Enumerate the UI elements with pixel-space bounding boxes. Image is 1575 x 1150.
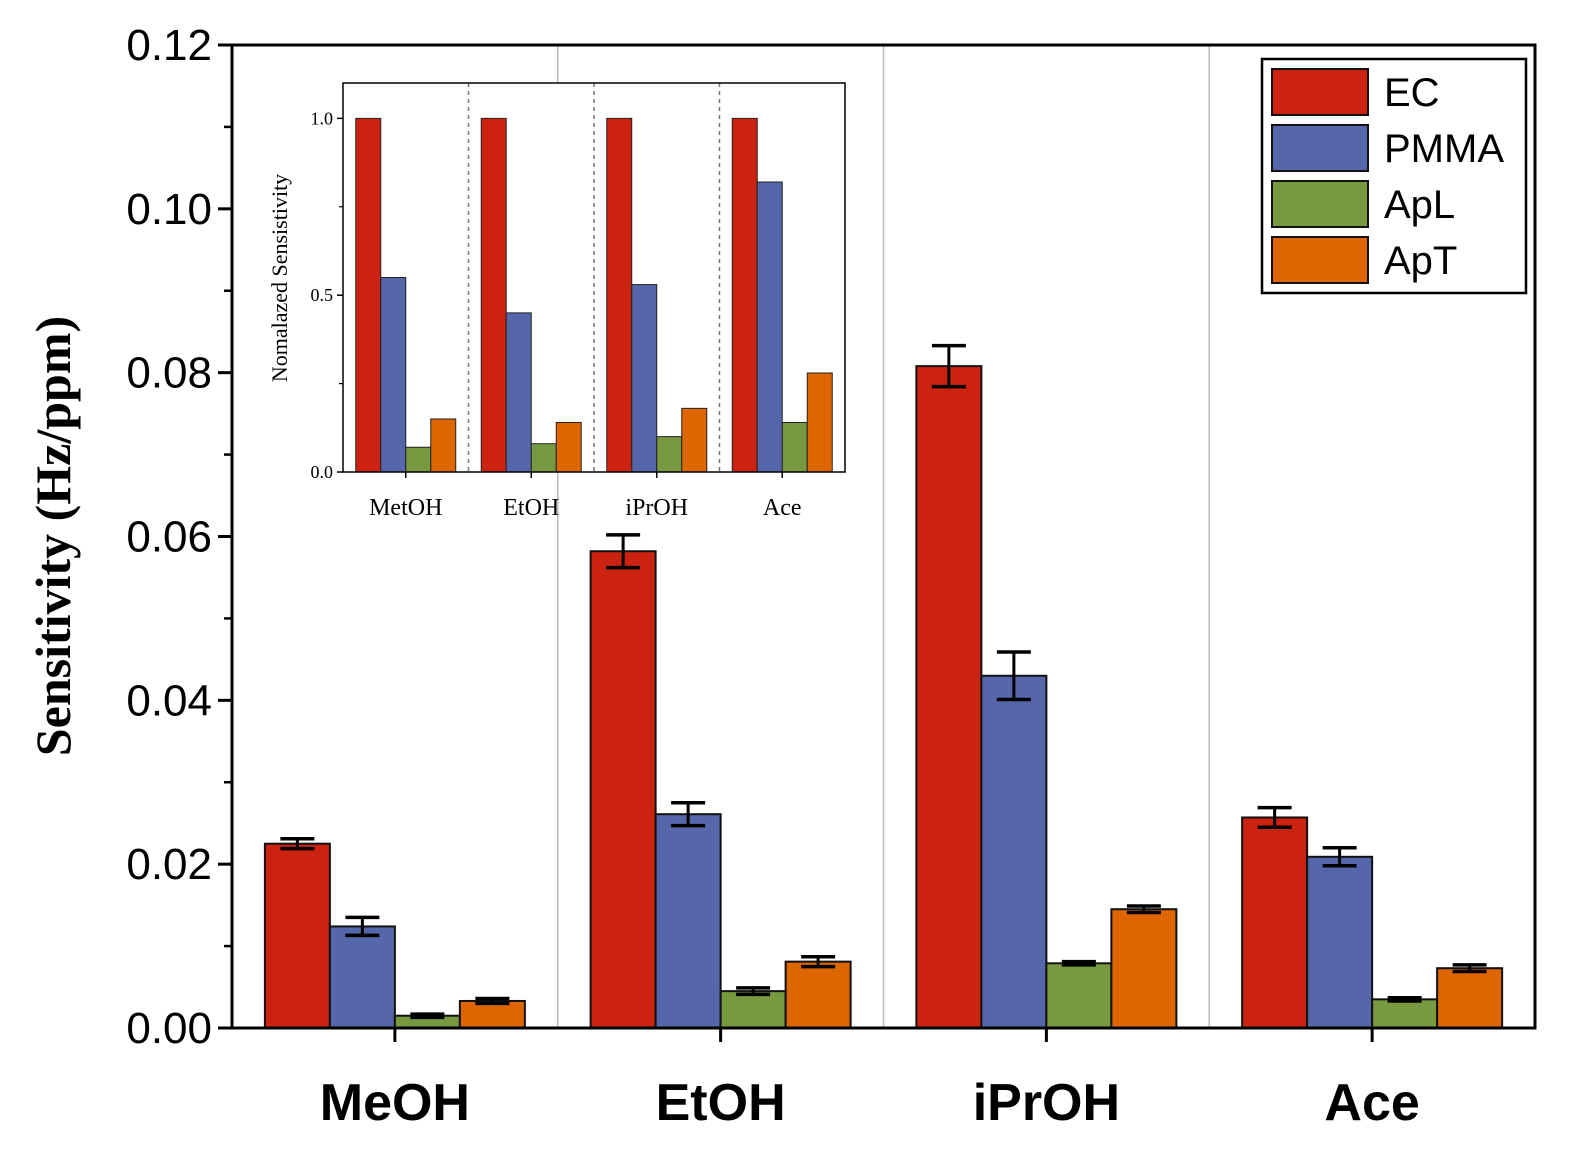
legend-label-apl: ApL [1384,183,1455,227]
inset-x-category-label: MetOH [369,495,442,521]
inset-bar-apl-metoh [405,446,432,473]
y-tick-label: 0.04 [126,676,212,725]
inset-y-tick-label: 0.5 [311,285,334,305]
inset-y-tick-label: 0.0 [311,462,334,482]
bar-ec-ace [1241,816,1309,1030]
bar-pmma-ace [1306,855,1374,1030]
bar-apl-etoh [719,990,787,1030]
legend-label-apt: ApT [1384,239,1457,283]
inset-bar-apt-metoh [430,418,457,473]
bar-apl-iproh [1045,962,1113,1029]
bar-ec-iproh [915,365,983,1029]
inset-bar-ec-metoh [355,117,382,473]
inset-bar-pmma-iproh [631,284,658,473]
inset-bar-ec-etoh [480,117,507,473]
legend-label-ec: EC [1384,71,1440,115]
legend-swatch-apt [1271,236,1369,284]
bar-pmma-meoh [328,925,396,1030]
legend-label-pmma: PMMA [1384,127,1504,171]
inset-y-tick-label: 1.0 [311,108,334,128]
inset-x-category-label: Ace [763,495,802,521]
y-tick-label: 0.06 [126,513,212,562]
inset-y-axis-label: Nomalazed Sensistivity [267,174,292,382]
inset-frame [342,82,846,473]
inset-bar-pmma-metoh [380,277,407,473]
inset-bar-apt-ace [806,372,833,473]
bar-ec-meoh [263,842,331,1029]
inset-bar-ec-ace [731,117,758,473]
y-tick-label: 0.08 [126,349,212,398]
x-category-label: MeOH [320,1074,470,1132]
bar-apt-etoh [784,960,852,1030]
bar-pmma-etoh [654,813,722,1030]
legend-swatch-apl [1271,180,1369,228]
y-tick-label: 0.12 [126,21,212,70]
inset-bar-apt-etoh [555,421,582,473]
y-tick-label: 0.10 [126,185,212,234]
inset-x-category-label: EtOH [503,495,559,521]
inset-bar-apl-etoh [530,443,557,473]
x-category-label: EtOH [656,1074,786,1132]
x-category-label: Ace [1324,1074,1419,1132]
bar-pmma-iproh [980,674,1048,1030]
inset-bar-apt-iproh [681,407,708,473]
legend-swatch-pmma [1271,124,1369,172]
bar-apl-ace [1371,998,1439,1029]
bar-ec-etoh [589,550,657,1029]
legend-swatch-ec [1271,68,1369,116]
y-axis-label: Sensitivity (Hz/ppm) [25,316,81,756]
inset-bar-apl-iproh [656,436,683,473]
y-tick-label: 0.02 [126,840,212,889]
inset-bar-ec-iproh [606,117,633,473]
x-category-label: iPrOH [973,1074,1120,1132]
inset-x-category-label: iPrOH [625,495,688,521]
y-tick-label: 0.00 [126,1004,212,1053]
bar-apt-iproh [1110,908,1178,1029]
bar-apt-ace [1436,967,1504,1029]
inset-bar-pmma-etoh [505,312,532,473]
inset-bar-pmma-ace [756,181,783,473]
inset-bar-apl-ace [781,421,808,473]
